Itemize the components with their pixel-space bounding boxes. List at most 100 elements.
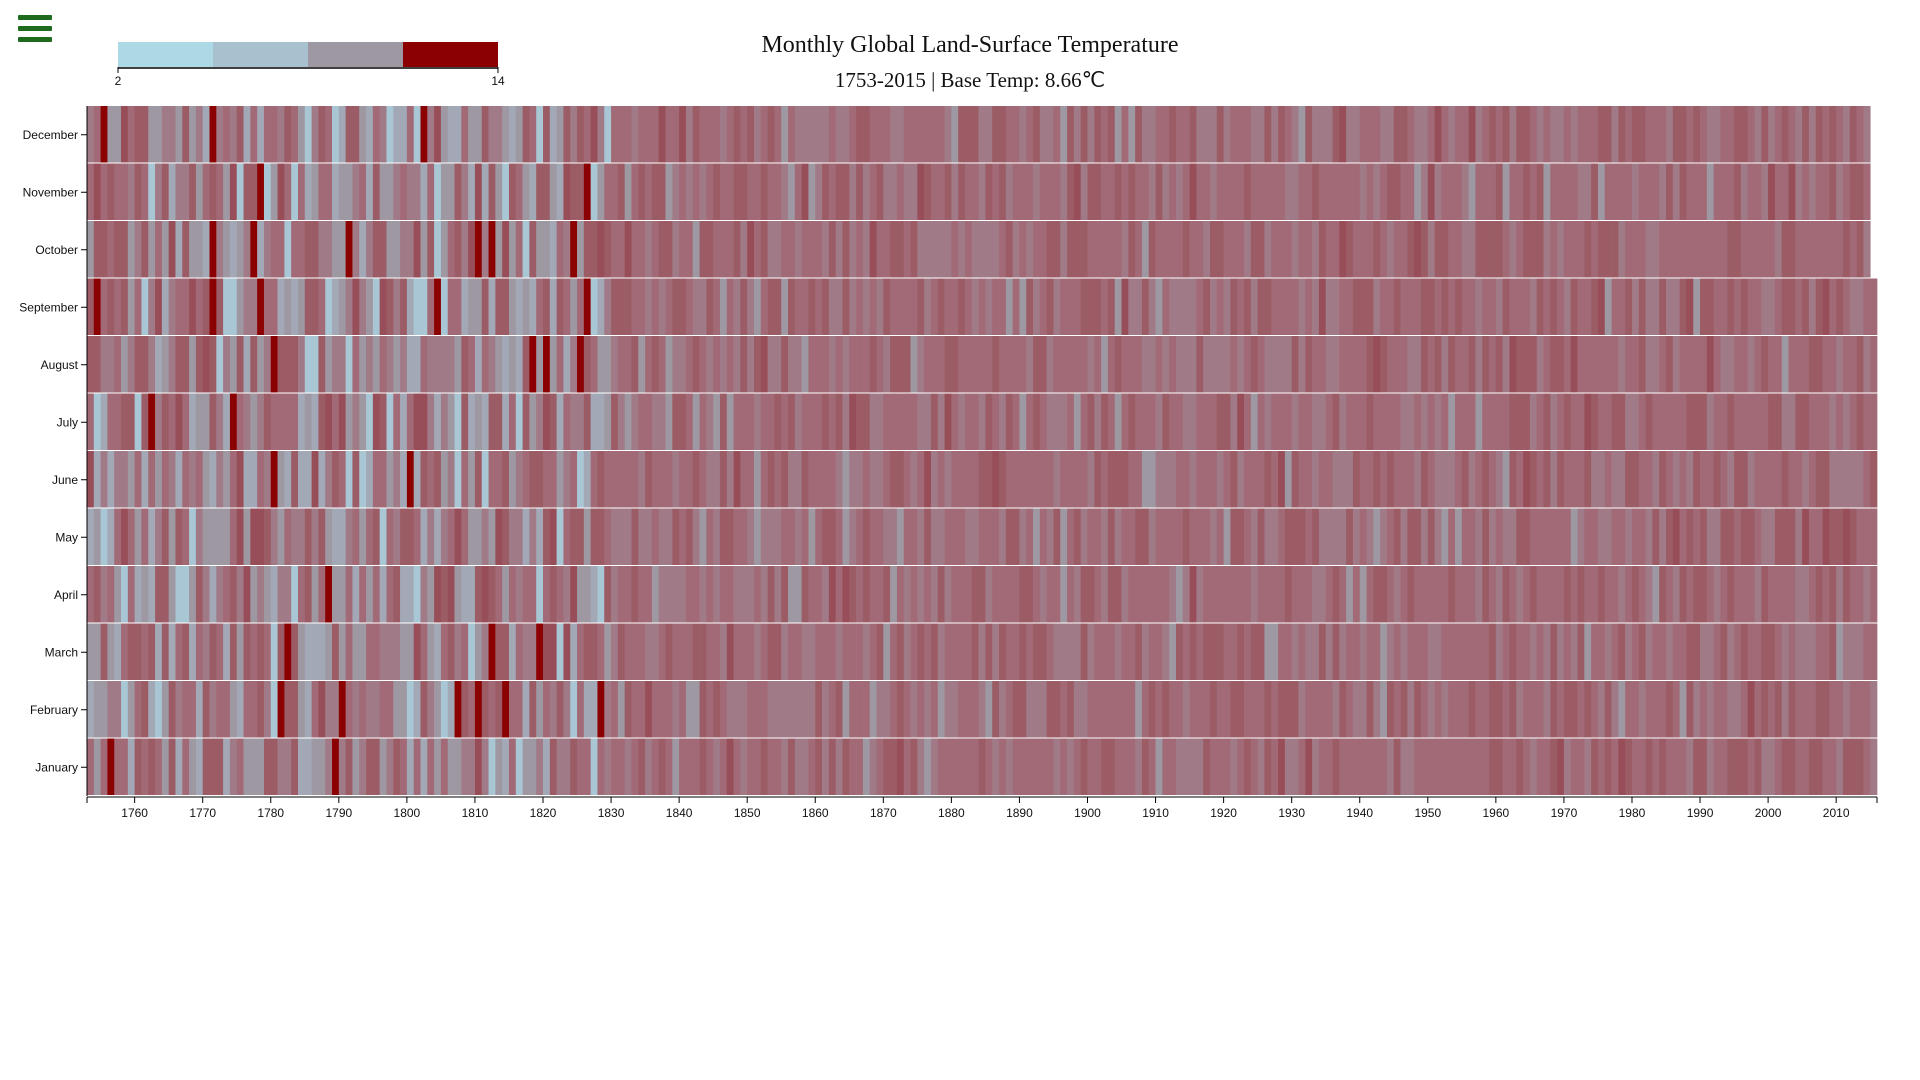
heatmap-cell	[760, 566, 768, 623]
heatmap-cell	[958, 163, 966, 220]
heatmap-cell	[386, 451, 394, 508]
heatmap-cell	[1223, 278, 1231, 335]
heatmap-cell	[1455, 221, 1463, 278]
heatmap-cell	[1148, 738, 1156, 795]
heatmap-cell	[338, 508, 346, 565]
heatmap-cell	[1196, 336, 1204, 393]
heatmap-cell	[1087, 393, 1095, 450]
heatmap-cell	[400, 106, 408, 163]
heatmap-cell	[1257, 221, 1265, 278]
heatmap-cell	[1393, 566, 1401, 623]
heatmap-cell	[815, 738, 823, 795]
heatmap-cell	[849, 106, 857, 163]
heatmap-cell	[229, 681, 238, 738]
heatmap-cell	[1380, 163, 1388, 220]
heatmap-cell	[236, 163, 244, 220]
heatmap-cell	[229, 393, 238, 450]
heatmap-cell	[1802, 106, 1810, 163]
heatmap-cell	[522, 623, 530, 680]
heatmap-cell	[1339, 393, 1347, 450]
heatmap-cell	[1107, 566, 1116, 623]
heatmap-cell	[236, 106, 244, 163]
heatmap-cell	[332, 163, 340, 220]
heatmap-cell	[1230, 508, 1238, 565]
heatmap-cell	[236, 508, 244, 565]
heatmap-cell	[1754, 623, 1762, 680]
heatmap-cell	[1210, 221, 1218, 278]
heatmap-cell	[386, 623, 394, 680]
hamburger-menu-icon[interactable]	[18, 15, 52, 45]
heatmap-cell	[604, 278, 612, 335]
heatmap-cell	[304, 451, 312, 508]
heatmap-cell	[1278, 221, 1286, 278]
heatmap-cell	[937, 106, 945, 163]
heatmap-cell	[801, 681, 809, 738]
heatmap-cell	[597, 738, 605, 795]
heatmap-cell	[543, 451, 551, 508]
heatmap-cell	[1162, 163, 1170, 220]
heatmap-cell	[924, 221, 932, 278]
heatmap-cell	[359, 336, 367, 393]
heatmap-cell	[277, 106, 285, 163]
heatmap-cell	[1550, 106, 1558, 163]
heatmap-cell	[1189, 681, 1197, 738]
heatmap-cell	[822, 336, 830, 393]
heatmap-cell	[1529, 278, 1538, 335]
heatmap-cell	[318, 106, 326, 163]
heatmap-cell	[182, 336, 190, 393]
heatmap-cell	[760, 106, 768, 163]
heatmap-cell	[1101, 681, 1109, 738]
heatmap-cell	[372, 106, 381, 163]
heatmap-cell	[508, 738, 517, 795]
heatmap-cell	[570, 566, 578, 623]
heatmap-cell	[992, 163, 1000, 220]
heatmap-cell	[1339, 163, 1347, 220]
heatmap-cell	[1856, 451, 1864, 508]
heatmap-cell	[366, 451, 374, 508]
heatmap-cell	[1128, 106, 1136, 163]
heatmap-cell	[434, 623, 442, 680]
heatmap-cell	[1536, 508, 1544, 565]
heatmap-cell	[815, 393, 823, 450]
heatmap-cell	[543, 221, 551, 278]
heatmap-cell	[1536, 106, 1544, 163]
heatmap-cell	[202, 221, 210, 278]
heatmap-cell	[1114, 623, 1122, 680]
heatmap-cell	[611, 566, 619, 623]
heatmap-cell	[454, 106, 462, 163]
heatmap-cell	[1489, 106, 1497, 163]
heatmap-cell	[352, 393, 360, 450]
heatmap-cell	[1611, 508, 1619, 565]
heatmap-cell	[1373, 393, 1381, 450]
heatmap-cell	[1468, 393, 1476, 450]
heatmap-cell	[1026, 163, 1034, 220]
heatmap-cell	[1298, 221, 1306, 278]
heatmap-cell	[543, 278, 551, 335]
heatmap-cell	[1672, 221, 1680, 278]
heatmap-cell	[1182, 508, 1190, 565]
heatmap-cell	[624, 508, 632, 565]
heatmap-cell	[999, 221, 1007, 278]
heatmap-cell	[1625, 681, 1633, 738]
heatmap-cell	[604, 623, 612, 680]
heatmap-cell	[1509, 278, 1517, 335]
heatmap-cell	[1618, 163, 1626, 220]
heatmap-cell	[1754, 566, 1762, 623]
heatmap-cell	[1305, 106, 1313, 163]
heatmap-cell	[107, 106, 115, 163]
heatmap-cell	[1686, 393, 1694, 450]
heatmap-cell	[1747, 163, 1755, 220]
heatmap-cell	[243, 566, 251, 623]
heatmap-cell	[726, 221, 734, 278]
heatmap-cell	[1121, 278, 1129, 335]
heatmap-cell	[502, 278, 510, 335]
heatmap-cell	[325, 106, 333, 163]
heatmap-cell	[1529, 163, 1538, 220]
heatmap-cell	[1536, 221, 1544, 278]
heatmap-cell	[1257, 508, 1265, 565]
heatmap-cell	[1788, 566, 1796, 623]
heatmap-cell	[202, 163, 210, 220]
heatmap-cell	[1815, 738, 1823, 795]
heatmap-cell	[1754, 681, 1762, 738]
heatmap-cell	[1550, 221, 1558, 278]
